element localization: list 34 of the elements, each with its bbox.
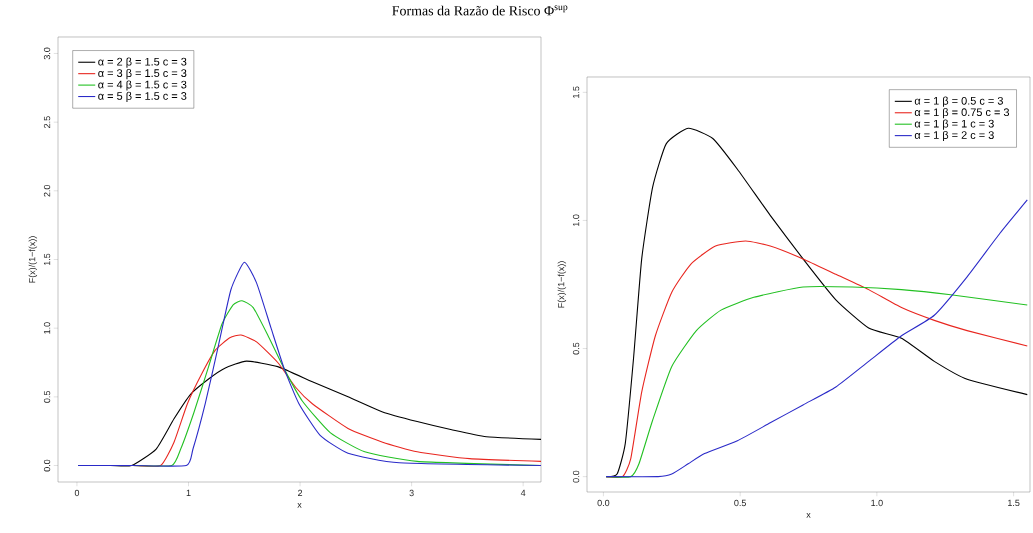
y-tick-label: 0.5 [43, 390, 51, 403]
legend-label: α = 1 β = 0.75 c = 3 [914, 108, 1010, 119]
y-tick-label: 1.5 [572, 86, 580, 98]
y-axis-title: F(x)/(1−f(x)) [28, 236, 38, 283]
y-tick-label: 1.5 [43, 253, 51, 266]
x-axis-title: x [297, 502, 302, 508]
y-tick-label: 1.0 [43, 322, 51, 334]
x-tick-label: 0.5 [734, 499, 746, 507]
x-tick-label: 1.5 [1008, 499, 1020, 507]
y-axis-title: F(x)/(1−f(x)) [557, 261, 567, 308]
y-tick-label: 3.0 [43, 47, 51, 60]
legend-label: α = 1 β = 1 c = 3 [914, 119, 994, 130]
x-tick-label: 4 [520, 489, 526, 496]
x-tick-label: 3 [409, 489, 414, 497]
x-tick-label: 2 [298, 489, 303, 497]
y-tick-label: 1.0 [572, 214, 580, 226]
legend-label: α = 5 β = 1.5 c = 3 [98, 91, 187, 103]
legend-label: α = 1 β = 0.5 c = 3 [914, 96, 1003, 107]
legend-label: α = 3 β = 1.5 c = 3 [98, 68, 187, 80]
x-axis-title: x [806, 512, 811, 518]
line-series [77, 261, 542, 467]
legend-label: α = 1 β = 2 c = 3 [914, 130, 994, 142]
chart-title: Formas da Razão de Risco Φ$^{sup}$ [392, 5, 568, 16]
x-tick-label: 1 [186, 489, 191, 496]
y-tick-label: 2.5 [43, 116, 51, 128]
x-tick-label: 0 [74, 489, 80, 497]
y-tick-label: 2.0 [43, 184, 51, 197]
x-tick-label: 1.0 [871, 499, 883, 507]
y-tick-label: 0.0 [572, 470, 580, 483]
legend-label: α = 4 β = 1.5 c = 3 [98, 80, 187, 91]
y-tick-label: 0.0 [43, 459, 51, 472]
legend-label: α = 2 β = 1.5 c = 3 [98, 57, 187, 68]
x-tick-label: 0.0 [597, 499, 610, 507]
y-tick-label: 0.5 [572, 342, 580, 355]
